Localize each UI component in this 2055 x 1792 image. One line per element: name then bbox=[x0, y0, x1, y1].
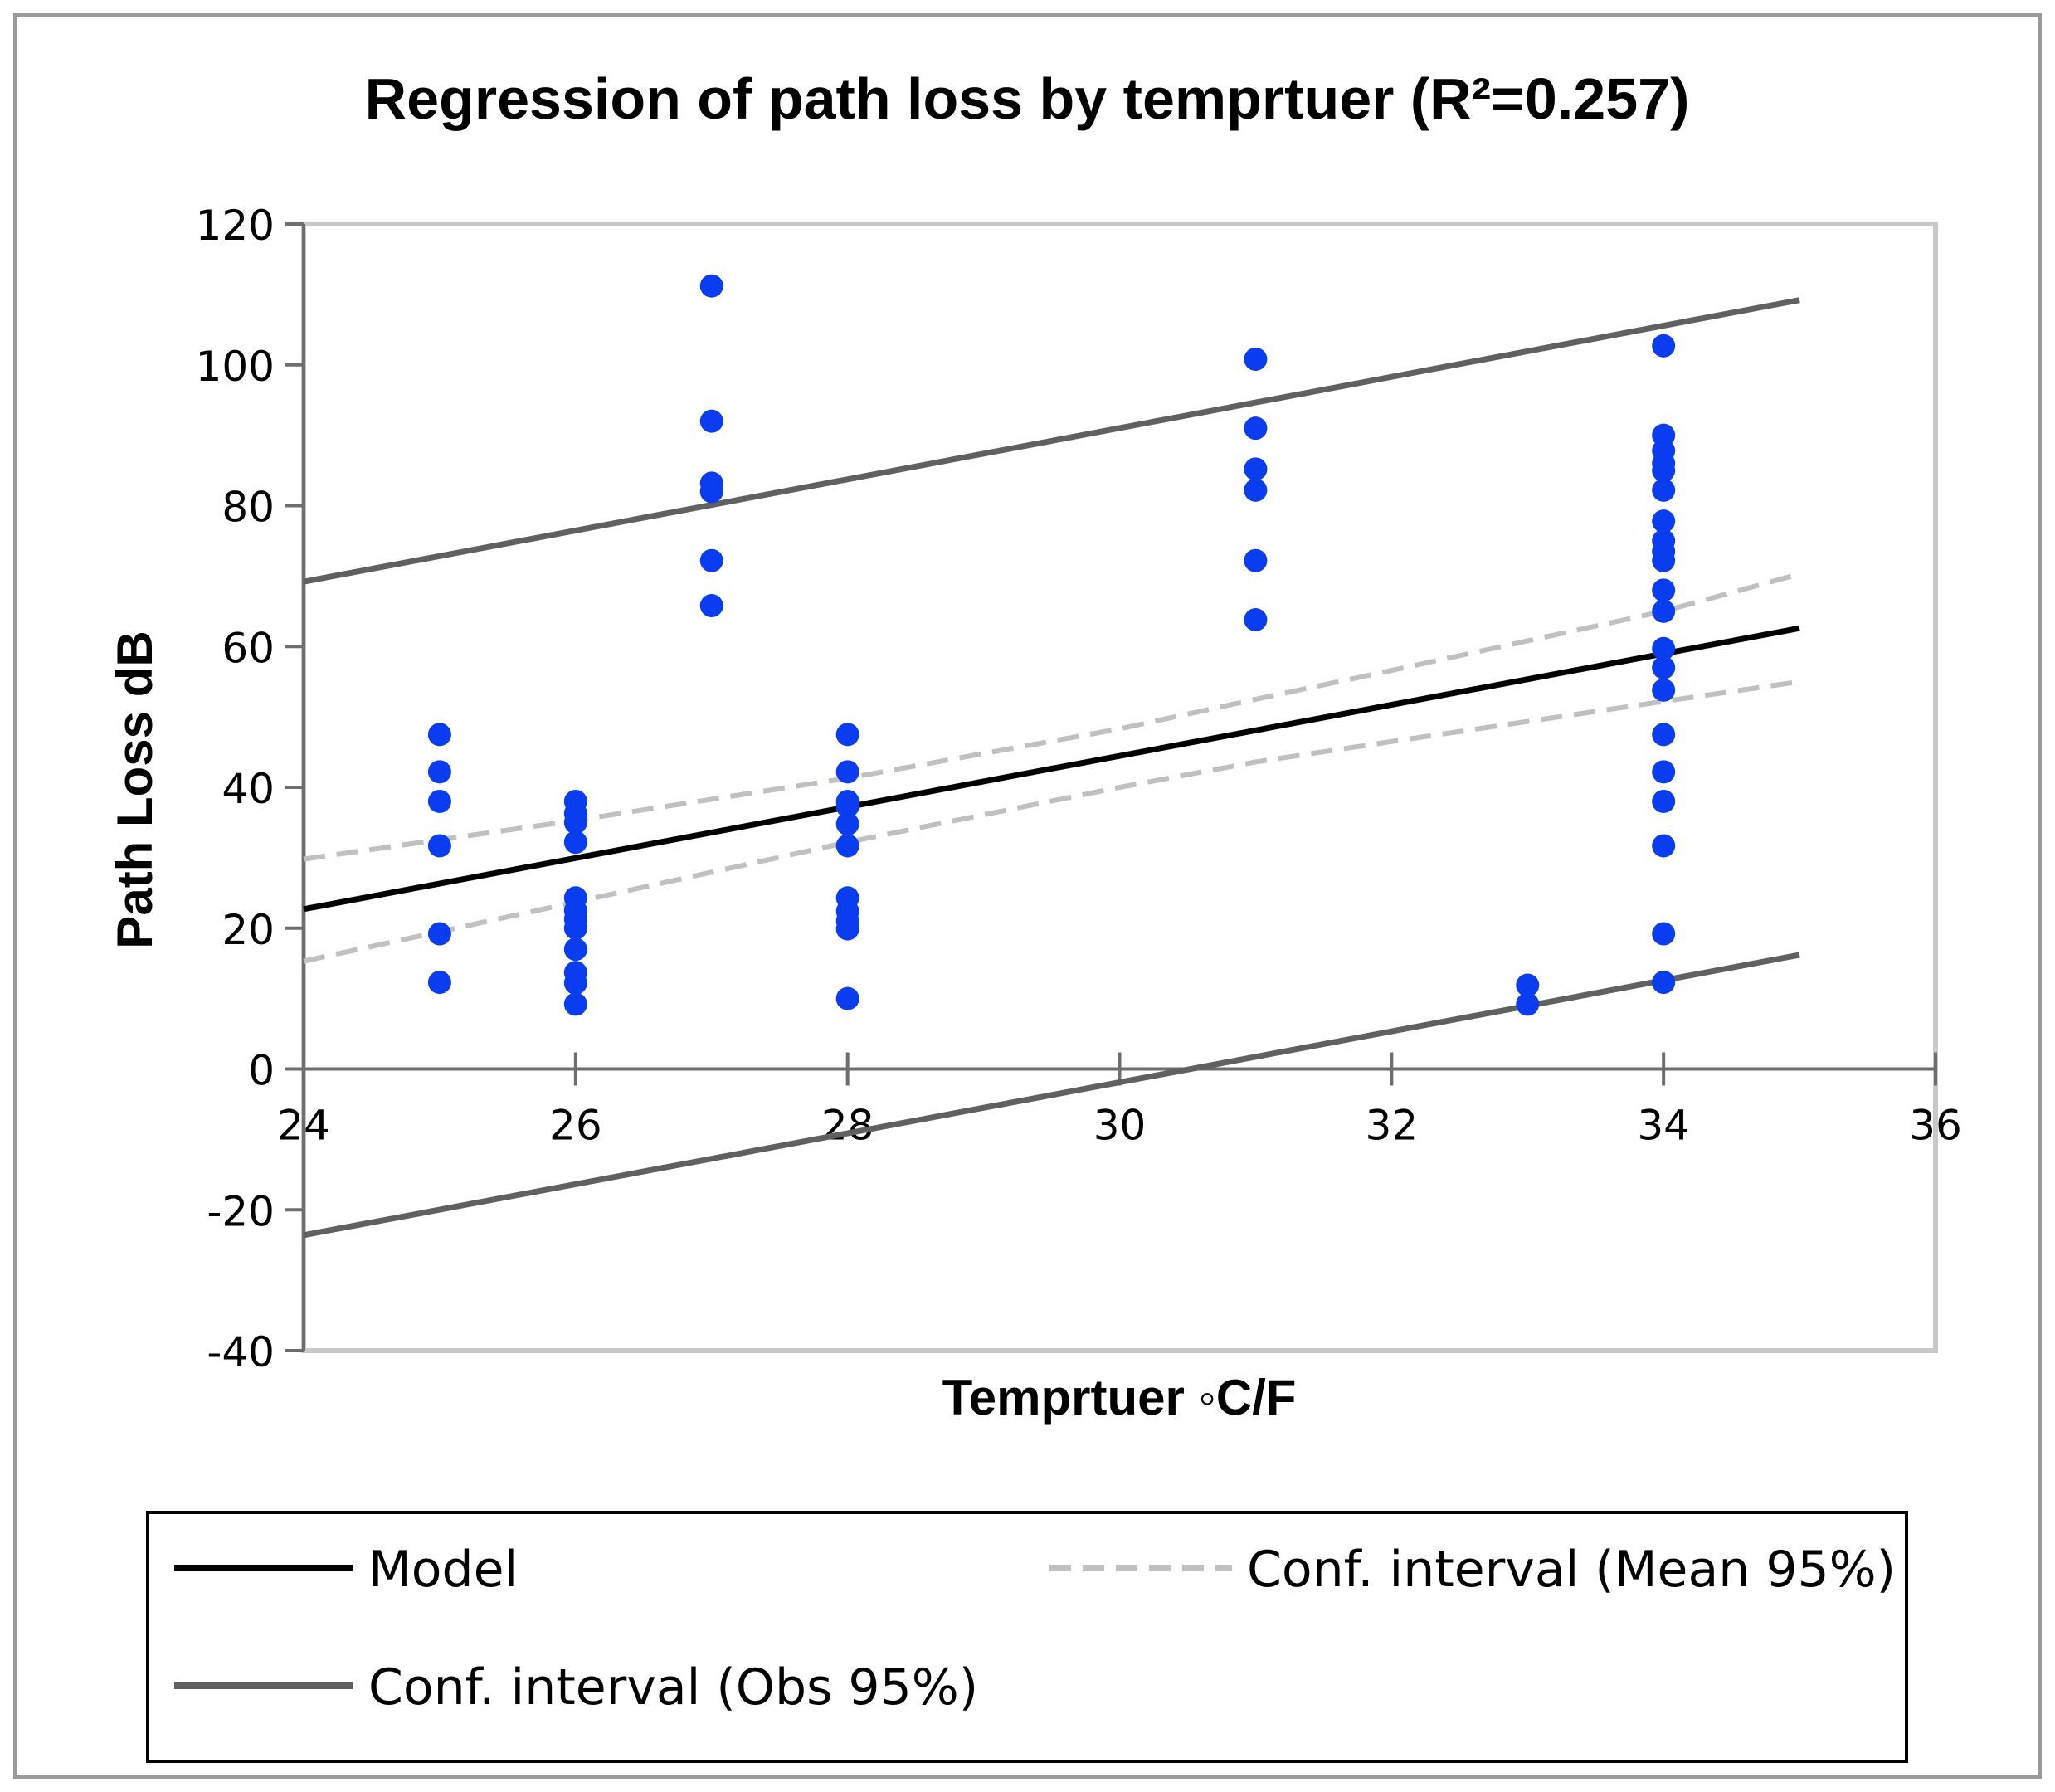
y-tick-label: 100 bbox=[196, 343, 275, 391]
x-tick-label: 36 bbox=[1909, 1102, 1962, 1150]
data-point bbox=[1516, 992, 1540, 1016]
x-tick-label: 28 bbox=[821, 1102, 874, 1150]
data-point bbox=[1244, 347, 1268, 371]
data-point bbox=[1652, 655, 1676, 679]
data-point bbox=[427, 834, 451, 858]
data-point bbox=[1652, 509, 1676, 533]
data-point bbox=[699, 409, 723, 433]
data-point bbox=[1652, 578, 1676, 602]
x-tick-label: 32 bbox=[1366, 1102, 1419, 1150]
data-point bbox=[835, 760, 859, 784]
y-tick-label: 60 bbox=[222, 624, 275, 672]
data-point bbox=[427, 723, 451, 747]
legend: Model Conf. interval (Mean 95%) Conf. in… bbox=[146, 1511, 1908, 1763]
data-point bbox=[1652, 723, 1676, 747]
data-point bbox=[1244, 478, 1268, 502]
data-point bbox=[835, 794, 859, 818]
data-point bbox=[835, 917, 859, 941]
data-point bbox=[835, 834, 859, 858]
y-tick-label: 0 bbox=[248, 1047, 275, 1095]
x-tick-label: 24 bbox=[277, 1102, 330, 1150]
mean-ci-lower-line bbox=[303, 679, 1800, 964]
data-point bbox=[1652, 478, 1676, 502]
chart-title: Regression of path loss by temprtuer (R²… bbox=[365, 66, 1690, 131]
y-axis-title: Path Loss dB bbox=[107, 631, 163, 948]
data-point bbox=[427, 760, 451, 784]
x-tick-label: 26 bbox=[549, 1102, 602, 1150]
observation-points bbox=[427, 274, 1676, 1016]
legend-label-model: Model bbox=[368, 1541, 518, 1599]
data-point bbox=[1652, 922, 1676, 946]
x-tick-label: 34 bbox=[1637, 1102, 1690, 1150]
data-point bbox=[563, 992, 587, 1016]
y-tick-label: 80 bbox=[222, 484, 275, 532]
data-point bbox=[1652, 678, 1676, 702]
data-point bbox=[699, 594, 723, 618]
legend-box bbox=[146, 1511, 1908, 1763]
x-axis-title: Temprtuer ◦C/F bbox=[942, 1370, 1297, 1425]
data-point bbox=[1244, 548, 1268, 572]
data-point bbox=[1652, 459, 1676, 483]
legend-label-obs-ci: Conf. interval (Obs 95%) bbox=[368, 1658, 978, 1717]
data-point bbox=[427, 971, 451, 995]
data-point bbox=[1652, 334, 1676, 358]
y-tick-label: 40 bbox=[222, 765, 275, 813]
data-point bbox=[1652, 599, 1676, 623]
model-line bbox=[303, 625, 1800, 913]
data-point bbox=[1244, 607, 1268, 631]
data-point bbox=[835, 986, 859, 1010]
axes: -40 -20 0 20 40 60 80 100 120 24 26 28 30 32 34 36 bbox=[196, 202, 1962, 1376]
data-point bbox=[1652, 548, 1676, 572]
regression-lines bbox=[303, 297, 1800, 1239]
mean-ci-upper-line bbox=[303, 571, 1800, 862]
data-point bbox=[699, 480, 723, 504]
data-point bbox=[1244, 457, 1268, 481]
obs-ci-upper-line bbox=[303, 297, 1800, 585]
data-point bbox=[699, 548, 723, 572]
data-point bbox=[1652, 760, 1676, 784]
data-point bbox=[563, 916, 587, 940]
y-tick-label: 20 bbox=[222, 906, 275, 954]
figure-frame bbox=[13, 13, 2042, 1779]
data-point bbox=[835, 723, 859, 747]
data-point bbox=[1652, 789, 1676, 813]
data-point bbox=[563, 937, 587, 962]
data-point bbox=[1652, 636, 1676, 660]
data-point bbox=[835, 812, 859, 836]
data-point bbox=[563, 811, 587, 835]
data-point bbox=[1652, 834, 1676, 858]
data-point bbox=[1652, 971, 1676, 995]
data-point bbox=[427, 922, 451, 946]
data-point bbox=[563, 830, 587, 855]
y-tick-label: -40 bbox=[207, 1328, 275, 1376]
data-point bbox=[563, 971, 587, 995]
data-point bbox=[1516, 973, 1540, 997]
data-point bbox=[427, 789, 451, 813]
data-point bbox=[1244, 416, 1268, 441]
obs-ci-lower-line bbox=[303, 952, 1800, 1239]
data-point bbox=[699, 274, 723, 298]
y-tick-label: -20 bbox=[207, 1187, 275, 1235]
x-tick-label: 30 bbox=[1093, 1102, 1147, 1150]
y-tick-label: 120 bbox=[196, 202, 275, 250]
legend-label-mean-ci: Conf. interval (Mean 95%) bbox=[1247, 1541, 1896, 1599]
